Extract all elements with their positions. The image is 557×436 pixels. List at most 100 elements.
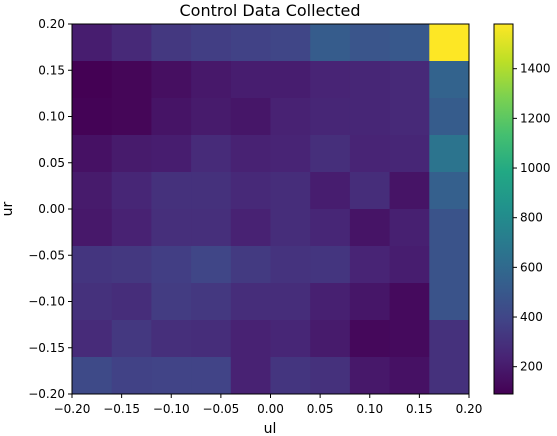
x-tick-label: −0.15 [103, 402, 140, 416]
heatmap-cell [111, 172, 152, 210]
heatmap-cell [191, 283, 232, 321]
heatmap-cell [191, 98, 232, 136]
y-tick-label: −0.20 [28, 387, 65, 401]
heatmap-cell [429, 320, 470, 358]
heatmap-cell [349, 320, 391, 358]
heatmap-cell [72, 172, 113, 210]
y-tick-label: 0.15 [38, 63, 65, 77]
heatmap-cells [72, 24, 470, 395]
heatmap-cell [310, 357, 351, 395]
heatmap-cell [151, 320, 192, 358]
heatmap-cell [151, 246, 192, 284]
chart-title: Control Data Collected [180, 1, 361, 20]
heatmap-cell [151, 283, 192, 321]
heatmap-cell [389, 135, 430, 173]
x-tick-label: 0.05 [307, 402, 334, 416]
y-axis-label: ur [0, 201, 16, 216]
heatmap-cell [429, 283, 470, 321]
heatmap-cell [191, 357, 232, 395]
x-tick-label: −0.05 [202, 402, 239, 416]
colorbar-tick-label: 1000 [520, 161, 551, 175]
heatmap-cell [230, 283, 271, 321]
heatmap-cell [349, 172, 391, 210]
heatmap-cell [389, 61, 430, 99]
heatmap-cell [310, 172, 351, 210]
heatmap-cell [111, 246, 152, 284]
heatmap-cell [151, 172, 192, 210]
heatmap-cell [270, 209, 311, 247]
colorbar-ticks: 200 400 600 800 1000 1200 1400 [513, 62, 551, 374]
heatmap-cell [270, 246, 311, 284]
colorbar-tick-label: 400 [520, 310, 543, 324]
heatmap-cell [429, 172, 470, 210]
heatmap-cell [270, 61, 311, 99]
y-axis-ticks: −0.20 −0.15 −0.10 −0.05 0.00 0.05 0.10 0.15 0.20 [28, 17, 72, 401]
colorbar-tick-label: 1200 [520, 111, 551, 125]
heatmap-cell [151, 61, 192, 99]
heatmap-cell [111, 357, 152, 395]
heatmap-cell [349, 246, 391, 284]
heatmap-cell [349, 24, 391, 62]
heatmap-cell [389, 24, 430, 62]
heatmap-cell [270, 24, 311, 62]
heatmap-cell [191, 320, 232, 358]
heatmap-cell [72, 209, 113, 247]
y-tick-label: 0.05 [38, 156, 65, 170]
heatmap-cell [230, 98, 271, 136]
heatmap-cell [230, 209, 271, 247]
heatmap-cell [389, 246, 430, 284]
heatmap-cell [270, 283, 311, 321]
heatmap-cell [230, 246, 271, 284]
y-tick-label: 0.10 [38, 110, 65, 124]
heatmap-cell [310, 246, 351, 284]
y-tick-label: −0.10 [28, 295, 65, 309]
heatmap-cell [270, 172, 311, 210]
heatmap-cell [191, 135, 232, 173]
x-axis-label: ul [264, 421, 277, 436]
x-tick-label: 0.00 [257, 402, 284, 416]
heatmap-cell [111, 135, 152, 173]
heatmap-cell [230, 135, 271, 173]
heatmap-cell [310, 320, 351, 358]
y-tick-label: 0.20 [38, 17, 65, 31]
heatmap-cell [111, 283, 152, 321]
colorbar-tick-label: 200 [520, 360, 543, 374]
heatmap-cell [389, 357, 430, 395]
heatmap-cell [349, 98, 391, 136]
y-tick-label: 0.00 [38, 202, 65, 216]
heatmap-cell [270, 98, 311, 136]
heatmap-cell [310, 135, 351, 173]
heatmap-cell [429, 209, 470, 247]
heatmap-cell [72, 98, 113, 136]
heatmap-cell [429, 61, 470, 99]
x-axis-ticks: −0.20 −0.15 −0.10 −0.05 0.00 0.05 0.10 0.15 0.20 [54, 394, 482, 416]
heatmap-cell [429, 246, 470, 284]
colorbar-tick-label: 600 [520, 260, 543, 274]
heatmap-cell [270, 320, 311, 358]
colorbar-tick-label: 800 [520, 211, 543, 225]
heatmap-cell [230, 24, 271, 62]
heatmap-cell [349, 283, 391, 321]
heatmap-cell [310, 24, 351, 62]
heatmap-cell [230, 61, 271, 99]
heatmap-cell [429, 357, 470, 395]
x-tick-label: 0.10 [356, 402, 383, 416]
heatmap-cell [310, 98, 351, 136]
heatmap-cell [151, 24, 192, 62]
heatmap-cell [349, 209, 391, 247]
heatmap-cell [270, 357, 311, 395]
heatmap-cell [191, 61, 232, 99]
heatmap-cell [310, 209, 351, 247]
heatmap-cell [349, 61, 391, 99]
heatmap-cell [191, 172, 232, 210]
colorbar-tick-label: 1400 [520, 62, 551, 76]
heatmap-cell [349, 357, 391, 395]
x-tick-label: −0.10 [153, 402, 190, 416]
heatmap-cell [151, 357, 192, 395]
heatmap-cell [111, 98, 152, 136]
colorbar [493, 23, 514, 395]
heatmap-cell [72, 135, 113, 173]
heatmap-cell [389, 283, 430, 321]
heatmap-cell [111, 320, 152, 358]
heatmap-cell [191, 209, 232, 247]
